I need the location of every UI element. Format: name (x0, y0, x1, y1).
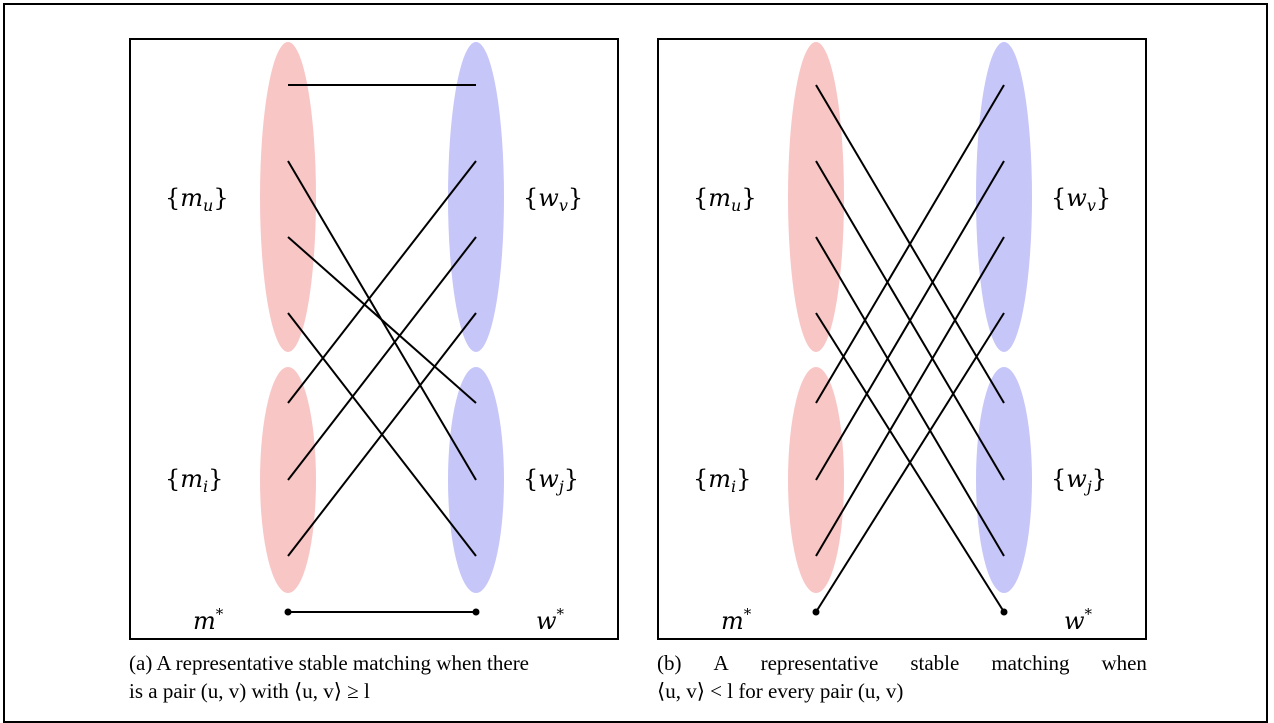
caption-word: matching (991, 651, 1070, 675)
label-men-lower: {mi} (165, 465, 224, 496)
caption-a-line2: is a pair (u, v) with ⟨u, v⟩ ≥ l (129, 679, 370, 703)
label-men-lower: {mi} (693, 465, 752, 496)
label-women-lower: {wj} (523, 465, 580, 496)
caption-b: (b) A representative stable matching whe… (657, 649, 1147, 705)
edge (815, 312, 1005, 613)
men-upper-group (260, 42, 316, 352)
caption-b-line2: ⟨u, v⟩ < l for every pair (u, v) (657, 679, 904, 703)
label-women-upper: {wv} (1051, 184, 1112, 215)
caption-word: A (713, 651, 729, 675)
caption-a-line1: (a) A representative stable matching whe… (129, 651, 530, 675)
label-m-star: m* (721, 605, 752, 635)
women-upper-group (448, 42, 504, 352)
matching-diagram-a (260, 42, 504, 616)
label-w-star: w* (1064, 605, 1093, 635)
caption-b-line1: (b) A representative stable matching whe… (657, 649, 1147, 677)
m-star-node (284, 608, 292, 616)
edge (815, 160, 1005, 481)
label-m-star: m* (193, 605, 224, 635)
edge (815, 236, 1005, 557)
panel-a: {mu} {wv} {mi} {wj} m* w* (129, 38, 619, 640)
m-star-node (812, 608, 820, 616)
w-star-node (472, 608, 480, 616)
caption-a: (a) A representative stable matching whe… (129, 649, 619, 705)
women-upper-group (976, 42, 1032, 352)
edge (287, 236, 477, 481)
caption-word: representative (760, 651, 879, 675)
men-upper-group (788, 42, 844, 352)
edge (287, 236, 477, 404)
caption-word: when (1101, 651, 1147, 675)
label-men-upper: {mu} (165, 184, 229, 215)
matching-diagram-b (788, 42, 1032, 616)
edge (287, 160, 477, 404)
label-women-upper: {wv} (523, 184, 584, 215)
label-men-upper: {mu} (693, 184, 757, 215)
label-women-lower: {wj} (1051, 465, 1108, 496)
edge (287, 312, 477, 557)
w-star-node (1000, 608, 1008, 616)
edge (815, 84, 1005, 404)
panel-b: {mu} {wv} {mi} {wj} m* w* (657, 38, 1147, 640)
label-w-star: w* (536, 605, 565, 635)
caption-word: (b) (657, 651, 682, 675)
caption-word: stable (910, 651, 960, 675)
